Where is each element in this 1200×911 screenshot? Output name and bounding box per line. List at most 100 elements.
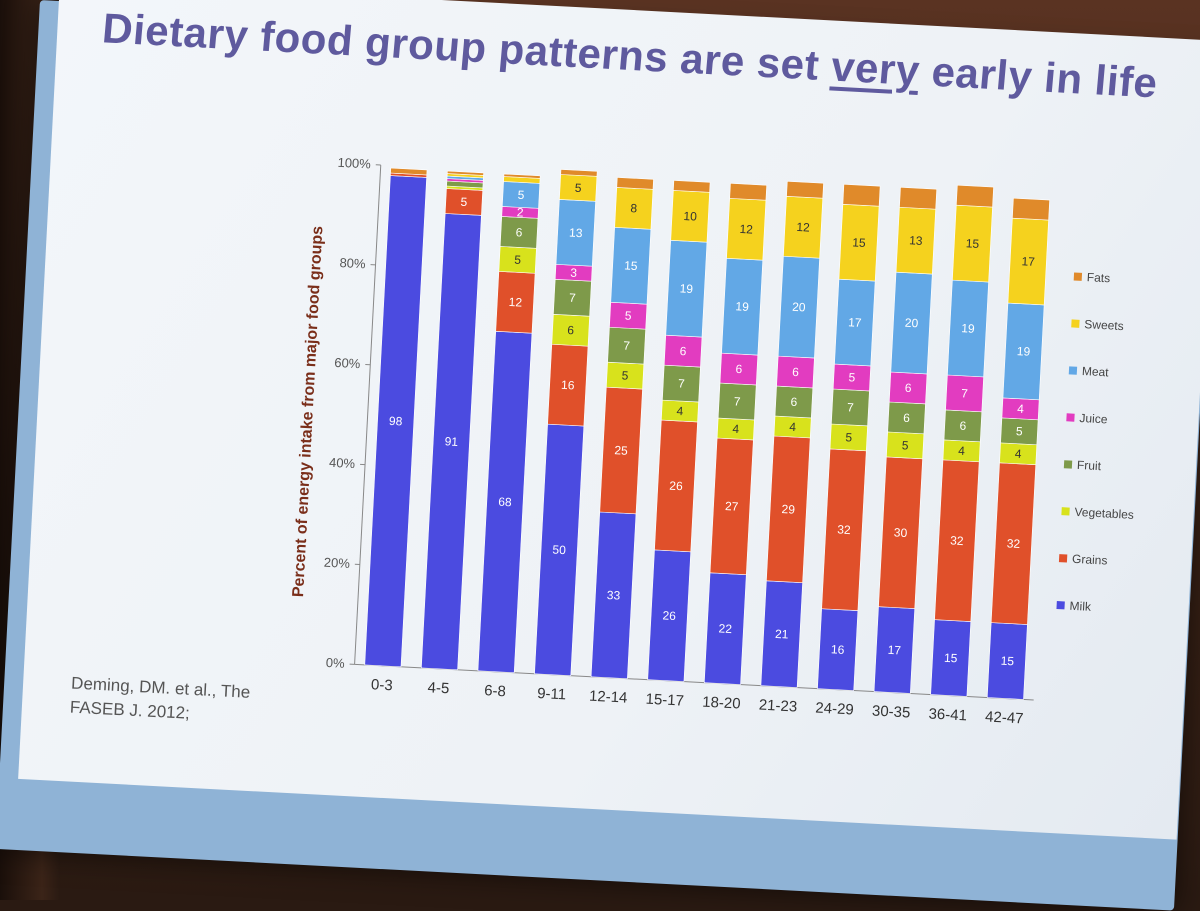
x-tick-label: 4-5	[427, 679, 450, 697]
data-label: 50	[552, 543, 566, 558]
x-tick-label: 12-14	[589, 688, 628, 707]
data-label: 17	[1021, 254, 1035, 269]
legend-swatch-fruit	[1064, 460, 1072, 468]
bar-segment-fats	[843, 184, 880, 206]
data-label: 15	[1000, 654, 1014, 669]
x-tick-label: 30-35	[872, 703, 911, 722]
x-tick-label: 15-17	[645, 691, 684, 710]
data-label: 13	[909, 233, 923, 248]
data-label: 20	[792, 300, 806, 315]
legend-swatch-vegetables	[1061, 507, 1069, 515]
data-label: 6	[679, 344, 687, 358]
data-label: 7	[961, 386, 969, 400]
data-label: 27	[725, 499, 739, 514]
data-label: 4	[958, 444, 966, 458]
y-tick-label: 100%	[337, 155, 371, 172]
data-label: 5	[845, 430, 853, 444]
y-tick-label: 0%	[325, 655, 345, 671]
data-label: 15	[944, 651, 958, 666]
data-label: 98	[389, 414, 403, 429]
legend-label-fruit: Fruit	[1077, 458, 1102, 473]
x-tick-label: 42-47	[985, 708, 1024, 727]
data-label: 32	[1006, 536, 1020, 551]
legend-swatch-grains	[1059, 554, 1067, 562]
data-label: 19	[1017, 344, 1031, 359]
y-tick-label: 40%	[329, 455, 356, 471]
data-label: 15	[624, 258, 638, 273]
x-tick-label: 21-23	[758, 697, 797, 716]
bar-segment-fats	[787, 181, 824, 198]
data-label: 17	[848, 315, 862, 330]
data-label: 6	[515, 225, 523, 239]
data-label: 5	[848, 370, 856, 384]
data-label: 4	[676, 404, 684, 418]
data-label: 30	[894, 525, 908, 540]
x-tick-label: 18-20	[702, 694, 741, 713]
data-label: 5	[901, 438, 909, 452]
data-label: 6	[790, 395, 798, 409]
data-label: 6	[792, 365, 800, 379]
data-label: 12	[796, 220, 810, 235]
data-label: 6	[567, 323, 575, 337]
bar-segment-fats	[617, 177, 654, 189]
data-label: 7	[678, 376, 686, 390]
data-label: 4	[789, 420, 797, 434]
data-label: 5	[625, 309, 633, 323]
data-label: 13	[569, 226, 583, 241]
x-tick-label: 6-8	[484, 682, 507, 700]
legend-label-sweets: Sweets	[1084, 317, 1124, 333]
legend-swatch-juice	[1066, 413, 1074, 421]
data-label: 17	[887, 643, 901, 658]
data-label: 10	[683, 209, 697, 224]
data-label: 25	[614, 443, 628, 458]
data-label: 7	[569, 291, 577, 305]
data-label: 68	[498, 495, 512, 510]
data-label: 29	[781, 502, 795, 517]
legend-swatch-meat	[1069, 366, 1077, 374]
data-label: 33	[607, 588, 621, 603]
data-label: 5	[517, 188, 525, 202]
x-tick-label: 9-11	[537, 685, 567, 703]
y-tick-label: 60%	[334, 355, 361, 371]
data-label: 20	[905, 316, 919, 331]
bar-segment-fats	[673, 180, 710, 192]
data-label: 91	[444, 434, 458, 449]
legend-label-fats: Fats	[1086, 270, 1110, 285]
data-label: 7	[623, 338, 631, 352]
data-label: 6	[903, 411, 911, 425]
data-label: 15	[852, 235, 866, 250]
y-tick-label: 80%	[339, 255, 366, 271]
data-label: 15	[965, 236, 979, 251]
data-label: 4	[732, 422, 740, 436]
data-label: 5	[514, 253, 522, 267]
data-label: 16	[561, 378, 575, 393]
presentation-slide: Dietary food group patterns are set very…	[18, 0, 1200, 840]
data-label: 5	[574, 181, 582, 195]
x-tick-label: 36-41	[928, 705, 967, 724]
data-label: 5	[1016, 424, 1024, 438]
x-tick-label: 0-3	[371, 676, 394, 694]
legend-swatch-milk	[1056, 601, 1064, 609]
data-label: 6	[959, 419, 967, 433]
legend-swatch-sweets	[1071, 319, 1079, 327]
data-label: 7	[847, 400, 855, 414]
legend-label-grains: Grains	[1072, 552, 1108, 568]
legend-label-vegetables: Vegetables	[1074, 505, 1134, 522]
data-label: 6	[735, 362, 743, 376]
y-tick-label: 20%	[323, 555, 350, 571]
data-label: 3	[570, 266, 578, 280]
data-label: 19	[961, 321, 975, 336]
data-label: 4	[1014, 447, 1022, 461]
data-label: 19	[735, 299, 749, 314]
data-label: 7	[733, 394, 741, 408]
data-label: 26	[669, 479, 683, 494]
data-label: 19	[679, 281, 693, 296]
legend-label-juice: Juice	[1079, 411, 1108, 426]
bar-segment-fats	[1012, 198, 1049, 220]
bar-segment-fats	[730, 183, 767, 200]
legend-swatch-fats	[1074, 272, 1082, 280]
data-label: 12	[739, 222, 753, 237]
legend-label-meat: Meat	[1082, 364, 1110, 379]
legend-label-milk: Milk	[1069, 599, 1092, 614]
data-label: 32	[950, 533, 964, 548]
